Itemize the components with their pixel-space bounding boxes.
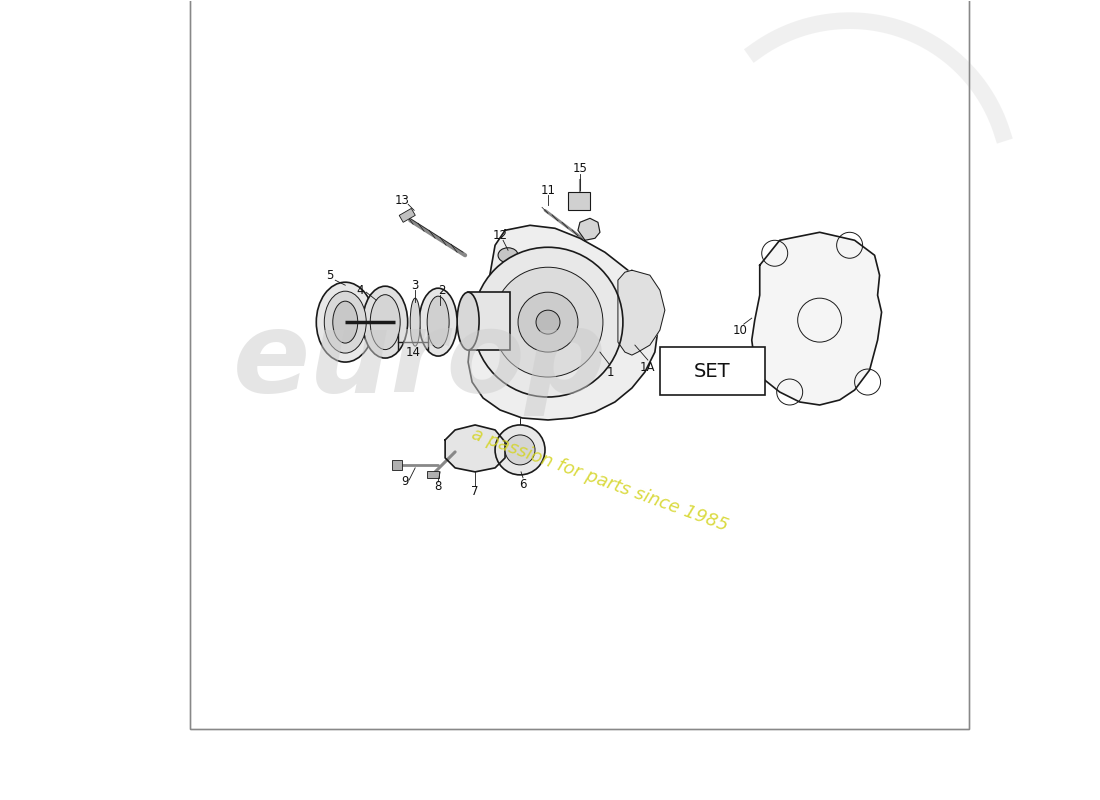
- Text: 3: 3: [411, 278, 419, 292]
- Ellipse shape: [427, 296, 449, 348]
- Ellipse shape: [363, 286, 408, 358]
- Text: 10: 10: [733, 324, 747, 337]
- Bar: [190, 0, 969, 730]
- Text: 1A: 1A: [640, 361, 656, 374]
- Text: 11: 11: [540, 184, 556, 197]
- Bar: [393, 460, 403, 470]
- Circle shape: [493, 267, 603, 377]
- Text: 6: 6: [519, 478, 527, 491]
- Text: 5: 5: [327, 269, 334, 282]
- Circle shape: [536, 310, 560, 334]
- Polygon shape: [469, 226, 658, 420]
- Circle shape: [518, 292, 578, 352]
- Text: 2: 2: [439, 284, 446, 297]
- Bar: [190, 0, 969, 730]
- Bar: [660, 347, 764, 395]
- Text: 15: 15: [572, 162, 587, 175]
- Ellipse shape: [419, 288, 458, 356]
- Ellipse shape: [498, 248, 518, 262]
- Ellipse shape: [333, 301, 358, 343]
- Ellipse shape: [458, 292, 480, 350]
- Polygon shape: [618, 270, 664, 355]
- Bar: [399, 209, 416, 222]
- Text: 9: 9: [402, 475, 409, 488]
- Circle shape: [473, 247, 623, 397]
- Text: a passion for parts since 1985: a passion for parts since 1985: [469, 425, 730, 535]
- Ellipse shape: [317, 282, 374, 362]
- Text: 4: 4: [356, 284, 364, 297]
- Text: 14: 14: [406, 346, 420, 358]
- Bar: [469, 292, 510, 350]
- Text: europ: europ: [233, 305, 607, 415]
- Text: 1: 1: [606, 366, 614, 378]
- Polygon shape: [751, 232, 881, 405]
- Ellipse shape: [410, 298, 420, 346]
- Ellipse shape: [371, 294, 400, 350]
- Polygon shape: [578, 218, 600, 240]
- Text: SET: SET: [693, 362, 730, 381]
- Text: 8: 8: [434, 480, 442, 494]
- Text: 12: 12: [493, 229, 507, 242]
- Bar: [568, 192, 590, 210]
- Circle shape: [505, 435, 535, 465]
- Text: 13: 13: [395, 194, 409, 207]
- Ellipse shape: [324, 291, 366, 353]
- Polygon shape: [446, 425, 505, 472]
- Bar: [427, 471, 439, 478]
- Circle shape: [495, 425, 544, 475]
- Text: 7: 7: [471, 486, 478, 498]
